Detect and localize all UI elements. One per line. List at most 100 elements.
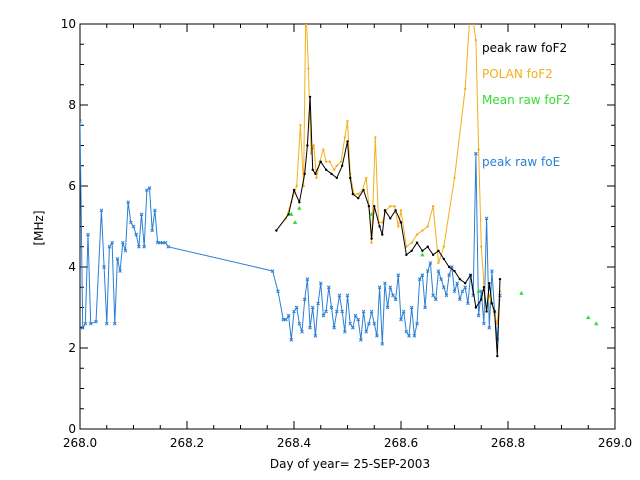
- data-point: [383, 281, 387, 286]
- data-point: [474, 39, 478, 42]
- data-point: [482, 282, 486, 285]
- data-point: [163, 240, 168, 245]
- data-point: [420, 273, 425, 277]
- data-point: [303, 172, 306, 176]
- data-point: [289, 338, 294, 342]
- data-point: [306, 144, 309, 147]
- data-point: [493, 310, 496, 313]
- data-point: [453, 269, 456, 273]
- data-point: [433, 297, 438, 302]
- data-point: [426, 245, 429, 248]
- data-point: [284, 317, 288, 322]
- data-point: [289, 211, 294, 216]
- data-point: [86, 232, 90, 237]
- data-point: [476, 313, 481, 318]
- data-point: [409, 305, 414, 310]
- data-point: [373, 205, 376, 208]
- data-point: [115, 257, 120, 261]
- data-point: [348, 321, 353, 326]
- data-point: [166, 244, 171, 249]
- axes: 268.0 268.2 268.4 268.6 268.8 269.0 0 2 4 6 8 10: [61, 17, 632, 450]
- data-point: [415, 241, 419, 244]
- data-point: [351, 192, 355, 196]
- data-point: [586, 315, 591, 320]
- data-point: [112, 321, 117, 326]
- data-point: [120, 240, 125, 245]
- data-point: [345, 293, 350, 298]
- data-point: [346, 140, 349, 143]
- data-point: [357, 192, 360, 196]
- data-point: [365, 176, 368, 180]
- data-point: [319, 160, 322, 163]
- series-line: [275, 96, 501, 357]
- data-point: [275, 229, 278, 232]
- data-point: [286, 313, 291, 318]
- data-point: [356, 317, 361, 322]
- data-point: [482, 321, 486, 326]
- data-point: [362, 188, 365, 192]
- data-point: [485, 310, 488, 313]
- data-point: [294, 305, 299, 310]
- data-point: [412, 333, 417, 338]
- data-point: [310, 305, 315, 310]
- data-point: [330, 172, 333, 176]
- data-point: [321, 313, 326, 318]
- data-point: [460, 289, 465, 294]
- series-peak-raw-foe: [80, 119, 502, 346]
- x-tick-label: 269.0: [598, 436, 632, 450]
- data-point: [147, 186, 152, 190]
- data-point: [447, 273, 452, 277]
- y-tick-label: 10: [61, 17, 76, 31]
- data-point: [305, 277, 310, 282]
- data-point: [439, 277, 443, 282]
- data-point: [474, 306, 478, 309]
- data-point: [415, 321, 419, 326]
- data-point: [314, 172, 317, 176]
- data-point: [437, 261, 440, 265]
- data-point: [399, 221, 403, 224]
- data-point: [340, 164, 344, 167]
- x-tick-label: 268.4: [277, 436, 311, 450]
- data-point: [404, 329, 409, 334]
- data-point: [452, 289, 457, 294]
- data-point: [357, 196, 360, 200]
- series-line: [80, 121, 501, 344]
- data-point: [431, 253, 435, 257]
- data-point: [474, 151, 478, 156]
- data-point: [397, 225, 400, 228]
- y-tick-label: 2: [68, 341, 76, 355]
- data-point: [487, 325, 492, 330]
- data-point: [88, 321, 93, 326]
- data-point: [332, 325, 336, 330]
- data-point: [447, 265, 451, 269]
- data-point: [339, 160, 343, 163]
- data-point: [83, 321, 88, 326]
- data-point: [374, 136, 377, 139]
- data-point: [442, 257, 445, 261]
- x-tick-label: 268.8: [491, 436, 525, 450]
- data-point: [118, 269, 122, 273]
- data-point: [350, 325, 355, 330]
- data-point: [431, 205, 435, 208]
- data-point: [444, 293, 449, 298]
- data-point: [420, 252, 425, 257]
- data-point: [359, 338, 363, 342]
- data-point: [490, 302, 494, 305]
- data-point: [407, 333, 411, 338]
- data-point: [426, 225, 429, 228]
- data-point: [107, 244, 112, 249]
- data-point: [482, 286, 486, 289]
- data-point: [139, 212, 144, 217]
- data-point: [375, 333, 379, 338]
- data-point: [370, 237, 373, 240]
- data-point: [353, 313, 358, 318]
- data-point: [519, 290, 524, 295]
- data-point: [123, 248, 128, 253]
- data-point: [80, 119, 82, 124]
- data-point: [136, 244, 141, 249]
- data-point: [421, 229, 424, 232]
- data-point: [150, 228, 155, 233]
- data-point: [594, 321, 599, 326]
- data-point: [476, 288, 481, 293]
